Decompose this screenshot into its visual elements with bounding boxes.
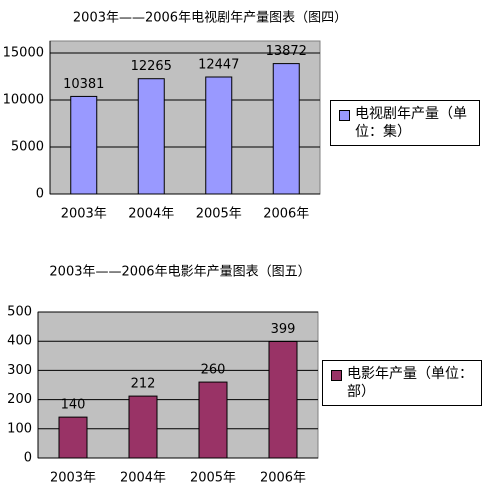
data-label: 13872 xyxy=(266,44,307,59)
bar xyxy=(58,416,88,459)
y-tick-label: 5000 xyxy=(11,140,44,155)
y-tick-label: 200 xyxy=(7,392,32,407)
bar xyxy=(268,340,298,459)
bar xyxy=(272,63,300,195)
legend-swatch xyxy=(331,370,342,381)
legend: 电视剧年产量（单位：集） xyxy=(330,100,480,146)
data-label: 399 xyxy=(271,322,296,337)
x-tick-label: 2006年 xyxy=(263,207,309,222)
data-label: 140 xyxy=(61,398,86,413)
legend-swatch xyxy=(339,110,350,121)
bar xyxy=(128,395,158,459)
y-tick-label: 100 xyxy=(7,421,32,436)
bar xyxy=(198,381,228,459)
data-label: 10381 xyxy=(63,77,104,92)
chart-title: 2003年——2006年电视剧年产量图表（图四） xyxy=(73,11,347,26)
chart-title: 2003年——2006年电影年产量图表（图五） xyxy=(49,265,310,280)
bar xyxy=(205,76,233,195)
legend-label: 电影年产量（单位：部） xyxy=(347,366,473,400)
data-label: 260 xyxy=(201,363,226,378)
legend-label: 电视剧年产量（单位：集） xyxy=(355,106,467,140)
x-tick-label: 2005年 xyxy=(190,471,236,486)
x-tick-label: 2004年 xyxy=(128,207,174,222)
bar xyxy=(70,95,98,195)
x-tick-label: 2003年 xyxy=(50,471,96,486)
x-tick-label: 2005年 xyxy=(196,207,242,222)
y-tick-label: 400 xyxy=(7,334,32,349)
data-label: 12265 xyxy=(131,59,172,74)
data-label: 212 xyxy=(131,377,156,392)
y-tick-label: 300 xyxy=(7,363,32,378)
y-tick-label: 15000 xyxy=(3,46,44,61)
x-tick-label: 2004年 xyxy=(120,471,166,486)
y-tick-label: 10000 xyxy=(3,93,44,108)
x-tick-label: 2006年 xyxy=(260,471,306,486)
bar xyxy=(137,78,165,195)
y-tick-label: 0 xyxy=(36,187,44,202)
legend: 电影年产量（单位：部） xyxy=(322,360,482,406)
y-tick-label: 500 xyxy=(7,305,32,320)
y-tick-label: 0 xyxy=(24,451,32,466)
x-tick-label: 2003年 xyxy=(61,207,107,222)
data-label: 12447 xyxy=(198,57,239,72)
